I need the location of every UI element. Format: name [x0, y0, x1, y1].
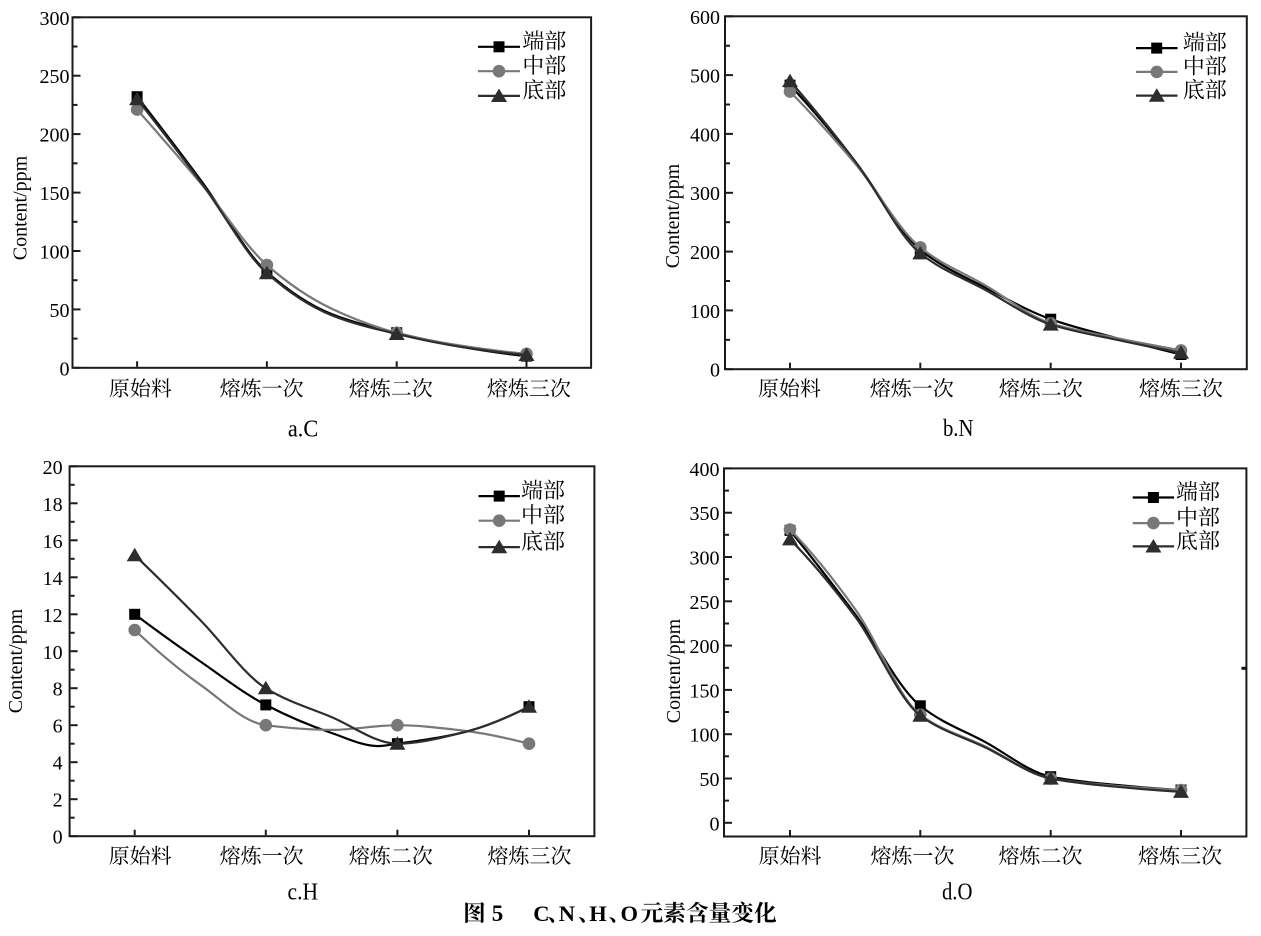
svg-text:300: 300 — [690, 548, 720, 570]
svg-text:2: 2 — [53, 790, 63, 812]
svg-text:c.H: c.H — [288, 878, 319, 905]
svg-text:8: 8 — [53, 679, 63, 701]
svg-text:0: 0 — [53, 827, 63, 849]
svg-text:300: 300 — [40, 8, 70, 30]
svg-text:a.C: a.C — [288, 415, 319, 442]
svg-text:350: 350 — [690, 503, 720, 525]
svg-text:200: 200 — [690, 242, 720, 264]
svg-text:20: 20 — [43, 457, 63, 479]
svg-text:N: N — [559, 901, 575, 926]
svg-text:18: 18 — [43, 494, 63, 516]
svg-text:Content/ppm: Content/ppm — [663, 618, 685, 723]
svg-text:Content/ppm: Content/ppm — [662, 163, 684, 268]
svg-text:500: 500 — [690, 66, 720, 88]
svg-text:50: 50 — [700, 769, 720, 791]
svg-text:O: O — [621, 901, 639, 926]
svg-text:100: 100 — [690, 301, 720, 323]
svg-text:100: 100 — [40, 242, 70, 264]
svg-text:150: 150 — [40, 183, 70, 205]
svg-text:10: 10 — [43, 642, 63, 664]
svg-text:0: 0 — [710, 360, 720, 382]
svg-text:150: 150 — [690, 680, 720, 702]
svg-text:400: 400 — [690, 459, 720, 481]
svg-text:0: 0 — [710, 813, 720, 835]
svg-text:14: 14 — [43, 568, 63, 590]
svg-text:b.N: b.N — [943, 415, 974, 442]
svg-text:5: 5 — [492, 901, 504, 926]
svg-text:16: 16 — [43, 531, 63, 553]
svg-text:12: 12 — [43, 605, 63, 627]
svg-text:200: 200 — [40, 125, 70, 147]
svg-text:0: 0 — [60, 358, 70, 380]
svg-text:250: 250 — [690, 592, 720, 614]
svg-text:300: 300 — [690, 183, 720, 205]
svg-text:6: 6 — [53, 716, 63, 738]
svg-text:H: H — [589, 901, 607, 926]
svg-text:50: 50 — [50, 300, 70, 322]
svg-text:4: 4 — [53, 753, 63, 775]
svg-text:400: 400 — [690, 124, 720, 146]
svg-text:Content/ppm: Content/ppm — [5, 608, 27, 713]
svg-text:d.O: d.O — [942, 878, 973, 905]
svg-text:100: 100 — [690, 725, 720, 747]
svg-text:Content/ppm: Content/ppm — [10, 155, 32, 260]
svg-text:C: C — [533, 901, 549, 926]
svg-text:250: 250 — [40, 66, 70, 88]
svg-text:200: 200 — [690, 636, 720, 658]
svg-text:600: 600 — [690, 7, 720, 29]
